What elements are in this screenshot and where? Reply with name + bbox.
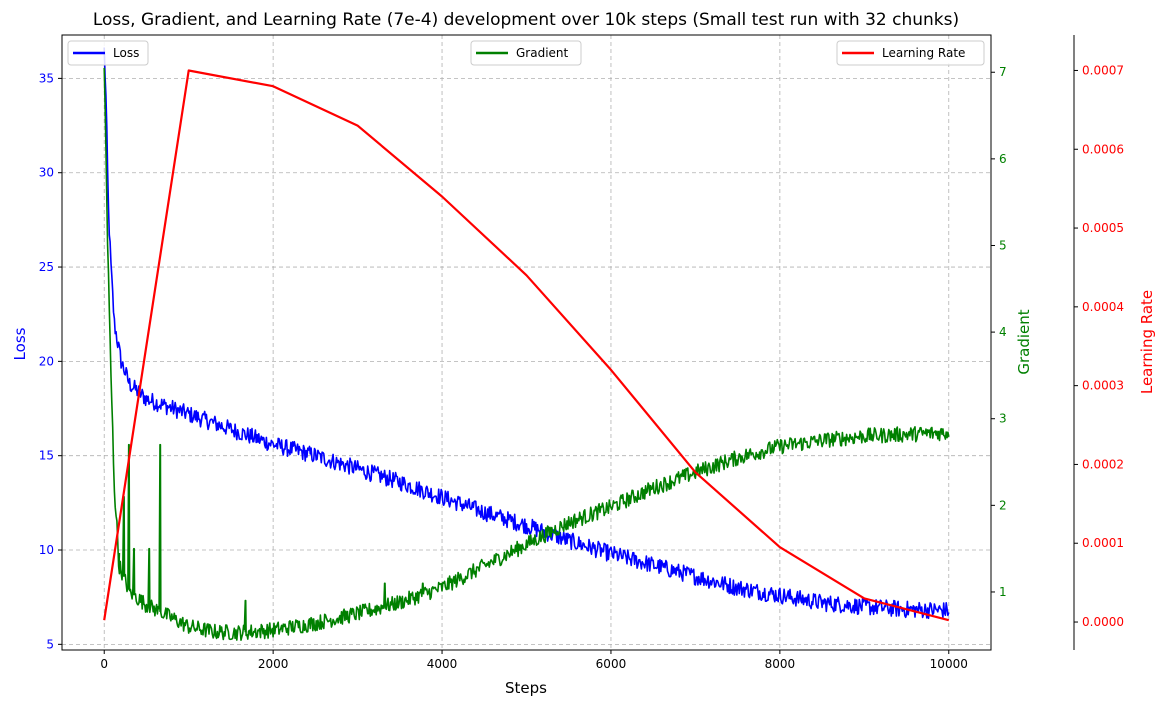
x-tick-label: 2000 xyxy=(258,657,289,671)
loss-tick-label: 20 xyxy=(39,354,54,368)
gradient-tick-label: 7 xyxy=(999,65,1007,79)
loss-tick-label: 30 xyxy=(39,166,54,180)
grid-layer xyxy=(62,35,991,650)
legend-learning-rate: Learning Rate xyxy=(836,40,985,66)
learning-rate-tick-label: 0.0000 xyxy=(1082,615,1124,629)
learning-rate-tick-label: 0.0002 xyxy=(1082,457,1124,471)
learning-rate-tick-label: 0.0005 xyxy=(1082,221,1124,235)
legend-box xyxy=(67,40,149,66)
series-line-gradient xyxy=(103,67,950,641)
gradient-tick-label: 2 xyxy=(999,498,1007,512)
legend-box xyxy=(836,40,985,66)
legend-label: Gradient xyxy=(516,46,569,60)
gradient-tick-label: 3 xyxy=(999,412,1007,426)
legend-label: Learning Rate xyxy=(882,46,965,60)
x-tick-label: 8000 xyxy=(765,657,796,671)
loss-tick-label: 35 xyxy=(39,71,54,85)
axes-layer: 0 2000 4000 6000 8000 10000 5 10 15 20 25 30 35 1 2 3 4 5… xyxy=(39,34,1124,671)
x-tick-label: 6000 xyxy=(596,657,627,671)
gradient-axis-label: Gradient xyxy=(1015,309,1033,374)
series-line-learning-rate xyxy=(103,69,950,622)
x-tick-label: 10000 xyxy=(930,657,968,671)
loss-tick-label: 5 xyxy=(46,637,54,651)
gradient-tick-label: 4 xyxy=(999,325,1007,339)
plot-frame xyxy=(61,34,992,651)
learning-rate-axis-label: Learning Rate xyxy=(1138,290,1156,394)
loss-tick-label: 25 xyxy=(39,260,54,274)
x-tick-label: 4000 xyxy=(427,657,458,671)
legend-gradient: Gradient xyxy=(470,40,582,66)
series-layer xyxy=(103,47,950,641)
gradient-tick-label: 5 xyxy=(999,238,1007,252)
x-tick-label: 0 xyxy=(100,657,108,671)
loss-tick-label: 15 xyxy=(39,449,54,463)
legend-layer: Loss Gradient Learning Rate xyxy=(67,40,985,66)
learning-rate-tick-label: 0.0004 xyxy=(1082,300,1124,314)
series-line-loss xyxy=(103,47,950,620)
learning-rate-tick-label: 0.0007 xyxy=(1082,63,1124,77)
gradient-tick-label: 6 xyxy=(999,152,1007,166)
loss-tick-label: 10 xyxy=(39,543,54,557)
gradient-tick-label: 1 xyxy=(999,585,1007,599)
x-axis-label: Steps xyxy=(505,679,547,697)
legend-loss: Loss xyxy=(67,40,149,66)
learning-rate-tick-label: 0.0003 xyxy=(1082,379,1124,393)
loss-axis-label: Loss xyxy=(11,327,29,360)
legend-label: Loss xyxy=(113,46,139,60)
legend-box xyxy=(470,40,582,66)
learning-rate-tick-label: 0.0001 xyxy=(1082,536,1124,550)
learning-rate-tick-label: 0.0006 xyxy=(1082,142,1124,156)
chart-title: Loss, Gradient, and Learning Rate (7e-4)… xyxy=(93,10,959,30)
